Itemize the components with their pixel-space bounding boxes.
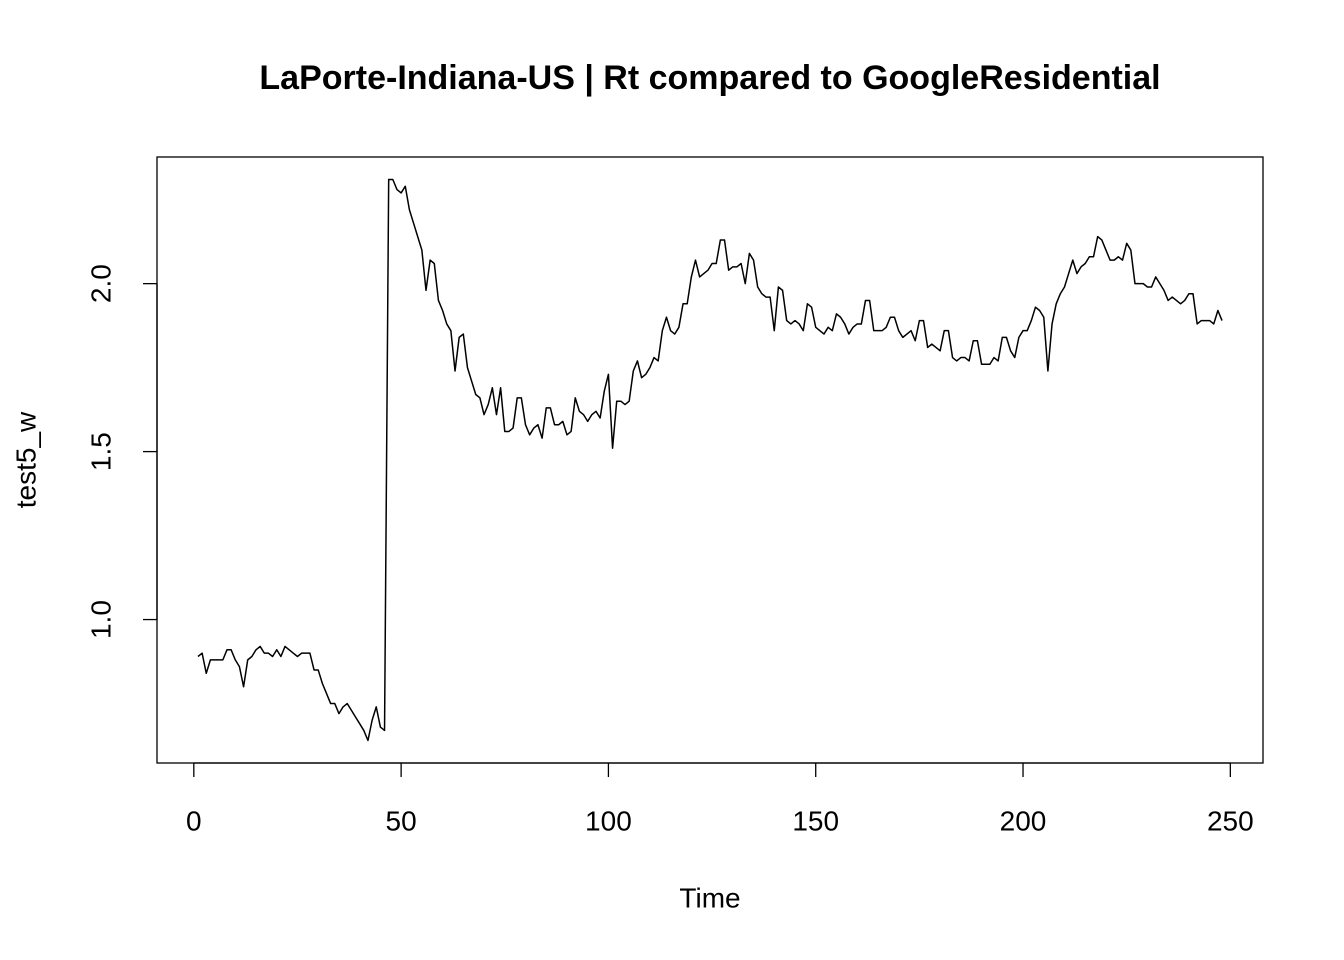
x-tick-label: 250 [1207, 805, 1254, 836]
x-tick-label: 100 [585, 805, 632, 836]
chart-title: LaPorte-Indiana-US | Rt compared to Goog… [259, 59, 1160, 97]
x-axis-label: Time [679, 882, 740, 913]
x-tick-label: 150 [792, 805, 839, 836]
x-tick-label: 200 [1000, 805, 1047, 836]
y-tick-label: 1.0 [85, 600, 116, 639]
data-line [197, 178, 1223, 742]
y-tick-label: 2.0 [85, 264, 116, 303]
x-tick-label: 50 [386, 805, 417, 836]
x-tick-label: 0 [186, 805, 202, 836]
y-tick-label: 1.5 [85, 432, 116, 471]
y-axis-label: test5_w [10, 411, 41, 508]
